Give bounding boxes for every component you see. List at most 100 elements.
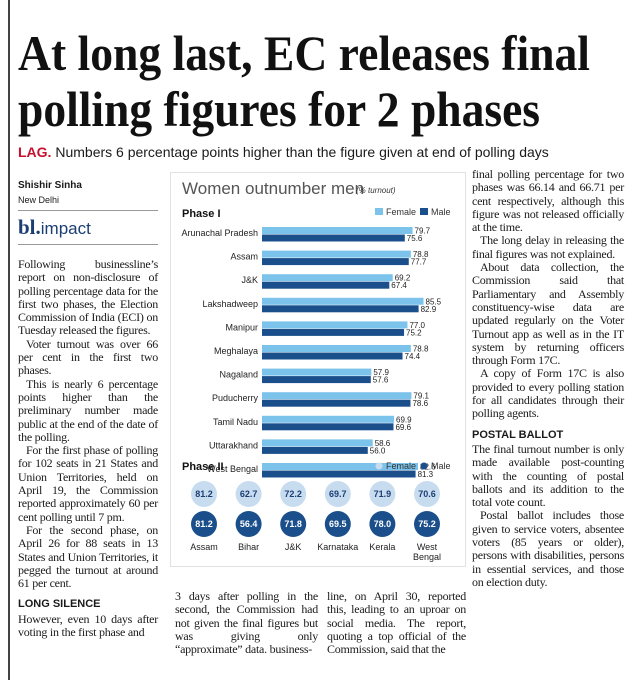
value-label: 77.7: [411, 258, 427, 267]
dot: [324, 511, 351, 537]
dot: [369, 511, 396, 537]
value-label: 75.2: [406, 328, 422, 337]
category-label: Assam: [190, 542, 218, 552]
category-label: J&K: [284, 542, 302, 552]
dot: [191, 511, 217, 537]
bar: [262, 250, 411, 258]
value-label: 78.8: [413, 345, 429, 354]
bar: [262, 328, 405, 336]
paragraph: Postal ballot includes those given to se…: [472, 508, 624, 589]
value-label: 75.6: [407, 234, 423, 243]
value-label: 69.7: [329, 489, 347, 499]
value-label: 69.6: [395, 423, 411, 432]
left-rule: [8, 0, 10, 680]
value-label: 82.9: [421, 305, 437, 314]
legend-label: Male: [431, 461, 451, 471]
chart-title: Women outnumber men: [182, 179, 364, 198]
chart: Women outnumber men(% turnout) Phase I Fem…: [170, 172, 466, 567]
value-label: 74.4: [405, 352, 421, 361]
subheading: LONG SILENCE: [18, 598, 101, 611]
dot: [280, 511, 307, 537]
paragraph: However, even 10 days after voting in th…: [18, 611, 158, 640]
paragraph: line, on April 30, reported this, leadin…: [327, 589, 466, 657]
value-label: 79.7: [415, 227, 431, 236]
value-label: 79.1: [413, 392, 429, 401]
bar: [262, 415, 395, 423]
value-label: 57.6: [373, 376, 389, 385]
value-label: 69.9: [396, 415, 412, 424]
paragraph: final polling percentage for two phases …: [472, 167, 624, 235]
dot: [280, 481, 307, 507]
bar: [262, 368, 372, 376]
value-label: 75.2: [418, 519, 436, 529]
value-label: 85.5: [426, 297, 442, 306]
value-label: 81.3: [418, 470, 434, 479]
bar: [262, 423, 394, 431]
bar: [262, 227, 413, 234]
value-label: 78.6: [412, 399, 428, 408]
bar: [262, 258, 409, 266]
right-column: final polling percentage for two phases …: [472, 167, 624, 589]
paragraph: A copy of Form 17C is also provided to e…: [472, 366, 624, 421]
category-label: Lakshadweep: [202, 299, 258, 309]
left-column: Following businessline’s report on non-d…: [18, 257, 158, 640]
category-label: Karnataka: [317, 542, 359, 552]
legend-swatch: [420, 208, 428, 215]
value-label: 77.0: [409, 321, 425, 330]
value-label: 69.2: [395, 274, 411, 283]
category-label: Kerala: [369, 542, 396, 552]
value-label: 72.2: [284, 489, 302, 499]
bar: [262, 234, 405, 242]
category-label: Arunachal Pradesh: [181, 228, 258, 238]
paragraph: Voter turnout was over 66 per cent in th…: [18, 336, 158, 378]
value-label: 81.2: [195, 519, 213, 529]
legend-swatch: [420, 462, 428, 470]
category-label: Puducherry: [212, 393, 259, 403]
bar: [262, 439, 373, 447]
subtitle-text: Numbers 6 percentage points higher than …: [55, 144, 549, 160]
bar: [262, 274, 393, 282]
value-label: 71.8: [284, 519, 302, 529]
category-label: J&K: [241, 275, 258, 285]
rule: [18, 210, 158, 211]
bar: [262, 463, 419, 470]
value-label: 81.2: [195, 489, 213, 499]
legend-label: Male: [431, 207, 451, 217]
subtitle: LAG. Numbers 6 percentage points higher …: [18, 144, 628, 160]
bar: [262, 376, 371, 384]
value-label: 62.7: [240, 489, 258, 499]
dot: [414, 511, 440, 537]
brand-prefix: bl.: [18, 215, 41, 239]
value-label: 56.0: [370, 446, 386, 455]
legend-swatch: [375, 462, 383, 470]
dot: [324, 481, 351, 507]
category-label: Tamil Nadu: [213, 417, 258, 427]
paragraph: For the first phase of polling for 102 s…: [18, 443, 158, 524]
bar: [262, 281, 390, 289]
kicker: LAG.: [18, 144, 52, 160]
value-label: 71.9: [374, 489, 392, 499]
value-label: 56.4: [240, 519, 258, 529]
paragraph: For the second phase, on April 26 for 88…: [18, 522, 158, 591]
value-label: 82.6: [420, 463, 436, 472]
value-label: 67.4: [391, 281, 407, 290]
dot: [369, 481, 396, 507]
bar: [262, 321, 408, 329]
legend-label: Female: [386, 461, 416, 471]
value-label: 70.6: [418, 489, 436, 499]
legend-label: Female: [386, 207, 416, 217]
dot: [191, 481, 217, 507]
bar: [262, 392, 412, 400]
paragraph: The final turnout number is only made av…: [472, 441, 624, 510]
paragraph: 3 days after polling in the second, the …: [175, 589, 318, 657]
category-label: Meghalaya: [214, 346, 258, 356]
dot: [235, 481, 262, 507]
brand: bl.impact: [18, 215, 91, 240]
value-label: 78.0: [374, 519, 392, 529]
bar: [262, 446, 368, 454]
category-label: Manipur: [225, 322, 258, 332]
bar: [262, 297, 424, 305]
category-label: Nagaland: [219, 370, 258, 380]
value-label: 69.5: [329, 519, 347, 529]
